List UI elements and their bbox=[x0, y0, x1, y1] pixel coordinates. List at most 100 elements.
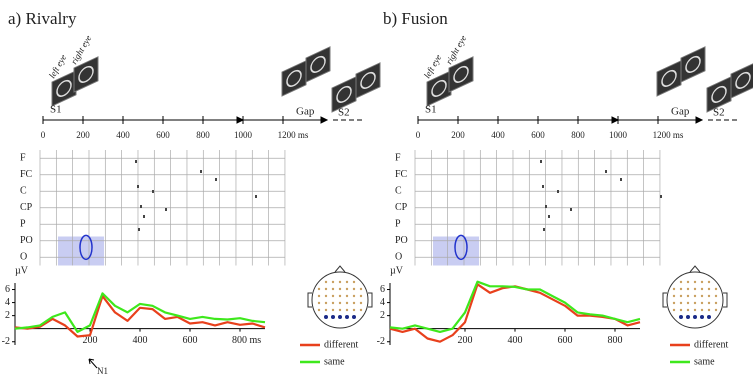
electrode-label: P bbox=[20, 219, 26, 230]
electrode-label: PO bbox=[20, 235, 33, 246]
electrode bbox=[686, 301, 690, 305]
stimulus-image bbox=[51, 70, 77, 107]
electrode bbox=[352, 280, 356, 284]
x-tick-label: 400 bbox=[508, 335, 523, 346]
electrode bbox=[693, 287, 697, 291]
timeline-tick-label: 1000 bbox=[234, 130, 253, 140]
y-tick-label: -2 bbox=[2, 336, 10, 347]
significance-dot bbox=[255, 195, 257, 198]
erp-line bbox=[389, 283, 641, 343]
stimulus-frame bbox=[305, 46, 331, 83]
electrode-label: F bbox=[20, 153, 26, 164]
stimulus-grating bbox=[735, 71, 751, 89]
electrode bbox=[700, 301, 704, 305]
electrode bbox=[672, 287, 676, 291]
stimulus-image bbox=[331, 76, 357, 113]
x-tick-label: 400 bbox=[133, 335, 148, 346]
electrode bbox=[338, 280, 342, 284]
electrode bbox=[672, 294, 676, 298]
stimulus-image bbox=[305, 46, 331, 83]
significance-dot bbox=[543, 228, 545, 231]
stimulus-frame bbox=[730, 62, 753, 99]
electrode bbox=[714, 308, 718, 312]
timeline-tick-label: 400 bbox=[116, 130, 130, 140]
timeline-tick-label: 200 bbox=[76, 130, 90, 140]
electrode bbox=[317, 287, 321, 291]
x-tick-label: 600 bbox=[558, 335, 573, 346]
electrode bbox=[686, 280, 690, 284]
timeline-tick-label: 1200 ms bbox=[653, 130, 684, 140]
electrode bbox=[359, 287, 363, 291]
electrode-label: CP bbox=[395, 202, 408, 213]
electrode-label: C bbox=[20, 186, 27, 197]
electrode bbox=[345, 315, 349, 319]
stimulus-label: Gap bbox=[671, 106, 690, 118]
significance-dot bbox=[542, 185, 544, 188]
timeline-tick-label: 1200 ms bbox=[278, 130, 309, 140]
electrode bbox=[679, 287, 683, 291]
stimulus-label: S1 bbox=[425, 104, 437, 116]
electrode bbox=[679, 315, 683, 319]
x-tick-label: 600 bbox=[183, 335, 198, 346]
significance-dot bbox=[165, 208, 167, 211]
erp-line bbox=[14, 292, 266, 333]
electrode bbox=[672, 301, 676, 305]
stimulus-frame bbox=[73, 56, 99, 93]
electrode bbox=[338, 315, 342, 319]
stimulus-grating bbox=[661, 69, 677, 87]
significance-dot bbox=[570, 208, 572, 211]
n1-highlight bbox=[454, 234, 468, 261]
electrode bbox=[707, 287, 711, 291]
head bbox=[311, 271, 369, 329]
timeline-tick-label: 800 bbox=[196, 130, 210, 140]
electrode bbox=[345, 287, 349, 291]
y-tick-label: 6 bbox=[5, 284, 10, 295]
stimulus-grating bbox=[360, 71, 376, 89]
electrode bbox=[707, 301, 711, 305]
significance-dot bbox=[143, 215, 145, 218]
electrode bbox=[359, 308, 363, 312]
electrode bbox=[338, 301, 342, 305]
significance-dot bbox=[620, 178, 622, 181]
electrode bbox=[686, 294, 690, 298]
stimulus-image bbox=[448, 56, 474, 93]
erp-line bbox=[389, 280, 641, 333]
electrode-label: O bbox=[20, 252, 27, 263]
stimulus-frame bbox=[448, 56, 474, 93]
significance-dot bbox=[138, 228, 140, 231]
timeline-tick-label: 400 bbox=[491, 130, 505, 140]
electrode bbox=[324, 301, 328, 305]
electrode bbox=[331, 287, 335, 291]
stimulus-label: S2 bbox=[713, 107, 725, 119]
electrode bbox=[317, 294, 321, 298]
head bbox=[666, 271, 724, 329]
y-tick-label: -2 bbox=[377, 336, 385, 347]
electrode bbox=[359, 301, 363, 305]
electrode bbox=[317, 301, 321, 305]
electrode bbox=[324, 294, 328, 298]
electrode bbox=[338, 294, 342, 298]
electrode-label: FC bbox=[395, 169, 408, 180]
electrode bbox=[672, 308, 676, 312]
significance-dot bbox=[660, 195, 662, 198]
electrode bbox=[679, 308, 683, 312]
timeline-tick-label: 600 bbox=[156, 130, 170, 140]
electrode bbox=[324, 315, 328, 319]
annotation-arrow bbox=[88, 358, 98, 369]
electrode bbox=[338, 287, 342, 291]
stimulus-grating bbox=[685, 55, 701, 73]
significance-dot bbox=[545, 205, 547, 208]
electrode bbox=[352, 301, 356, 305]
electrode bbox=[324, 280, 328, 284]
electrode bbox=[352, 315, 356, 319]
stimulus-grating bbox=[431, 79, 447, 97]
electrode bbox=[700, 280, 704, 284]
electrode bbox=[700, 294, 704, 298]
electrode bbox=[693, 301, 697, 305]
y-axis-label: µV bbox=[15, 265, 29, 276]
y-tick-label: 4 bbox=[5, 297, 10, 308]
head-features bbox=[662, 265, 728, 308]
stimulus-label: Gap bbox=[296, 106, 315, 118]
timeline-tick-label: 0 bbox=[416, 130, 421, 140]
